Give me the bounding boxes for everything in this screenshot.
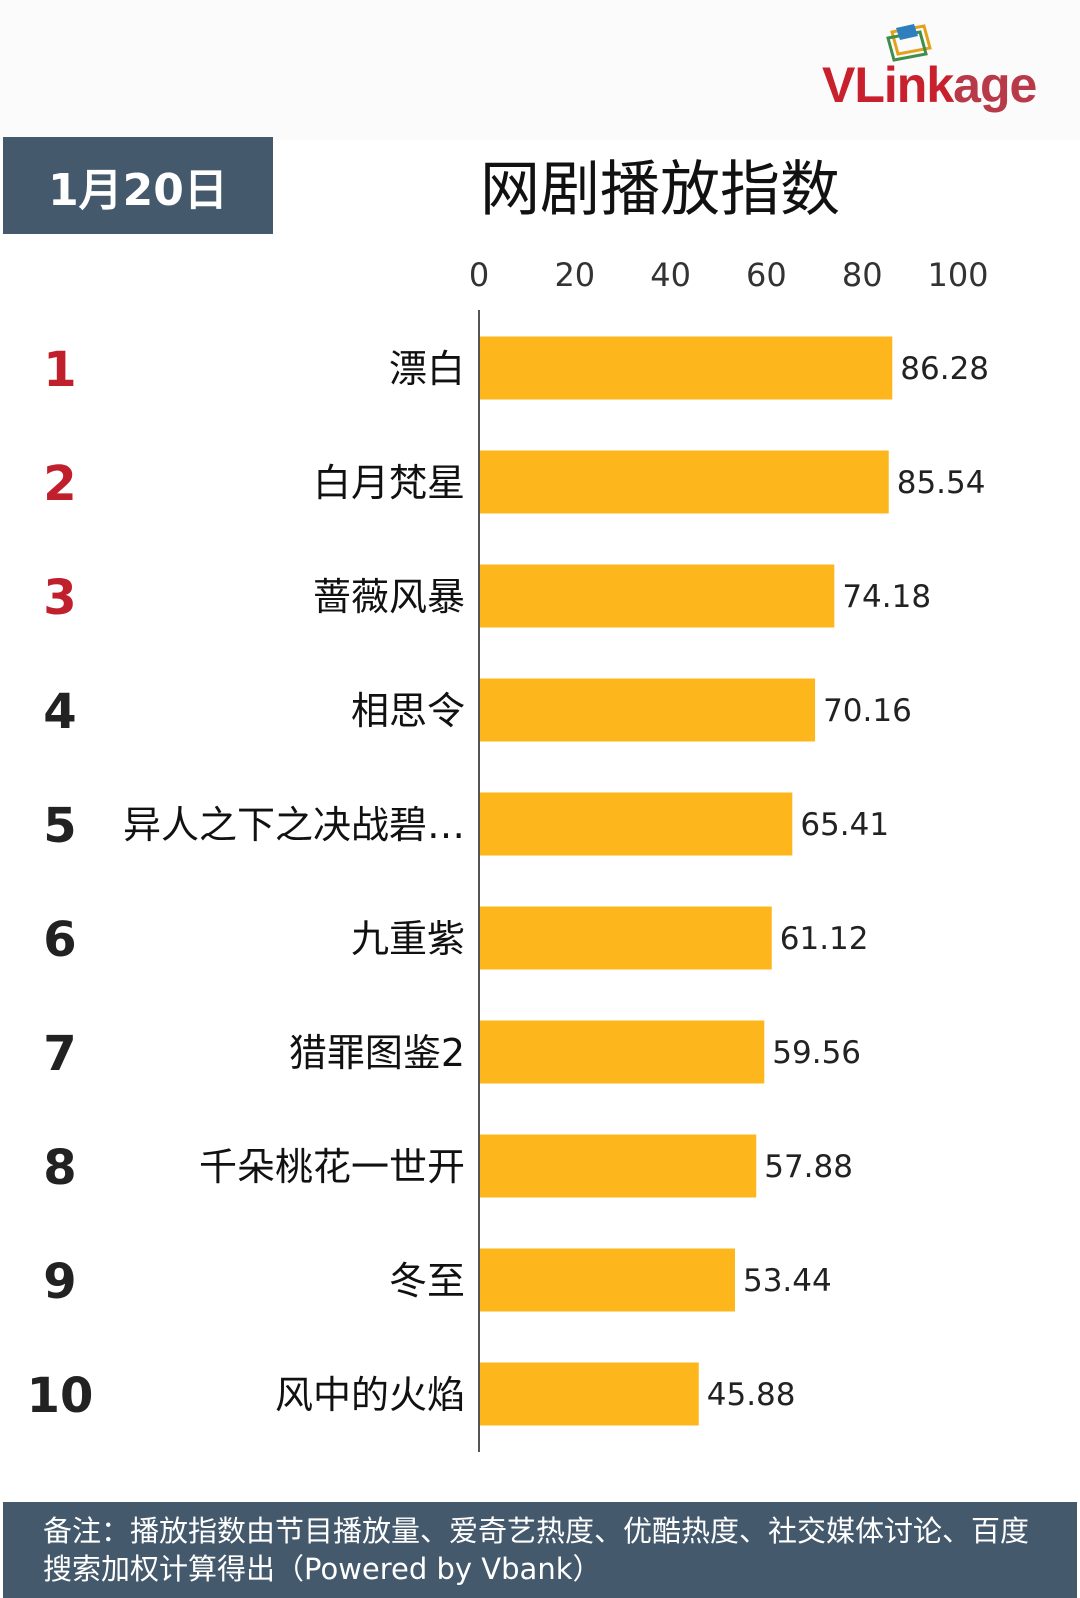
value-label: 57.88 [764, 1149, 853, 1185]
rank-number: 10 [27, 1368, 94, 1424]
x-tick-label: 60 [746, 256, 787, 294]
value-label: 74.18 [842, 579, 931, 615]
category-label: 相思令 [351, 689, 465, 733]
value-label: 65.41 [800, 807, 889, 843]
vlinkage-logo-icon [886, 24, 932, 62]
bar [479, 336, 893, 400]
category-label: 漂白 [389, 347, 465, 391]
header-band [0, 0, 1080, 140]
rank-number: 7 [43, 1026, 76, 1082]
rank-number: 1 [43, 342, 76, 398]
category-label: 异人之下之决战碧… [123, 803, 465, 847]
value-label: 59.56 [772, 1035, 861, 1071]
logo-text: VLinkage [822, 57, 1037, 113]
value-label: 45.88 [707, 1377, 796, 1413]
category-label: 风中的火焰 [275, 1373, 465, 1417]
rank-number: 6 [43, 912, 76, 968]
vlinkage-logo: VLinkage [822, 22, 1072, 122]
category-label: 九重紫 [351, 917, 465, 961]
bar [479, 906, 772, 970]
category-label: 蔷薇风暴 [313, 575, 465, 619]
x-tick-label: 80 [842, 256, 883, 294]
value-label: 70.16 [823, 693, 912, 729]
x-tick-label: 40 [650, 256, 691, 294]
x-axis-ticks: 0 20 40 60 80 100 [469, 256, 989, 294]
bar [479, 792, 793, 856]
chart-title: 网剧播放指数 [480, 155, 840, 225]
rank-number: 9 [43, 1254, 76, 1310]
bar-chart: 0 20 40 60 80 100 86.28 漂白 1 85.54 白月梵星 2 74.18 蔷薇风暴… [27, 256, 989, 1452]
value-label: 85.54 [897, 465, 986, 501]
category-label: 冬至 [389, 1259, 465, 1303]
bar [479, 1134, 757, 1198]
x-tick-label: 0 [469, 256, 489, 294]
category-label: 白月梵星 [313, 461, 465, 505]
value-label: 61.12 [780, 921, 869, 957]
rank-number: 2 [43, 456, 76, 512]
bar [479, 678, 816, 742]
bar [479, 1362, 699, 1426]
bar [479, 450, 889, 514]
x-tick-label: 100 [927, 256, 988, 294]
rank-number: 4 [43, 684, 76, 740]
value-label: 53.44 [743, 1263, 832, 1299]
rank-number: 8 [43, 1140, 76, 1196]
bar [479, 1248, 735, 1312]
footer-note: 备注：播放指数由节目播放量、爱奇艺热度、优酷热度、社交媒体讨论、百度搜索加权计算… [3, 1502, 1077, 1598]
bar [479, 564, 835, 628]
x-tick-label: 20 [554, 256, 595, 294]
value-label: 86.28 [900, 351, 989, 387]
category-label: 千朵桃花一世开 [199, 1145, 465, 1189]
bars: 86.28 漂白 1 85.54 白月梵星 2 74.18 蔷薇风暴 3 70.16 相思令 4 65.… [27, 336, 989, 1426]
rank-number: 3 [43, 570, 76, 626]
bar [479, 1020, 765, 1084]
date-badge: 1月20日 [3, 137, 273, 234]
rank-number: 5 [43, 798, 76, 854]
category-label: 猎罪图鉴2 [289, 1031, 465, 1075]
